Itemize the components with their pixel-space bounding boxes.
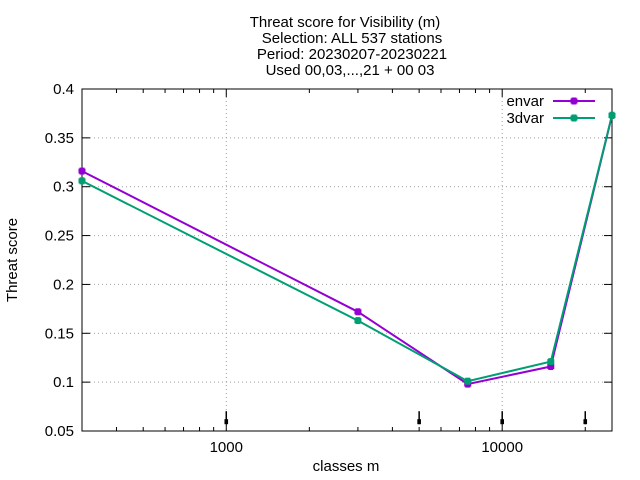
- data-point-3dvar-h: [608, 112, 616, 118]
- y-tick-label: 0.1: [53, 374, 74, 391]
- x-tick-label: 10000: [481, 439, 523, 456]
- series-line-3dvar: [81, 115, 613, 383]
- data-point-envar-h: [78, 168, 86, 174]
- class-marker-dot: [500, 419, 504, 425]
- data-point-envar-h: [547, 364, 555, 370]
- y-tick-label: 0.05: [45, 423, 74, 440]
- data-point-3dvar-h: [354, 318, 362, 324]
- y-tick-label: 0.2: [53, 276, 74, 293]
- y-axis-label: Threat score: [4, 218, 21, 302]
- y-tick-label: 0.3: [53, 179, 74, 196]
- title-line-3: Period: 20230207-20230221: [257, 46, 447, 63]
- class-marker-dot: [417, 419, 421, 425]
- y-tick-label: 0.35: [45, 130, 74, 147]
- class-marker-dot: [583, 419, 588, 425]
- grid: [82, 89, 612, 431]
- data-point-envar-h: [354, 309, 362, 315]
- data-point-3dvar-h: [78, 178, 86, 184]
- y-tick-label: 0.25: [45, 228, 74, 245]
- legend-label-envar: envar: [506, 93, 544, 110]
- series-line-envar: [81, 115, 613, 386]
- chart-title: Threat score for Visibility (m) Selectio…: [250, 14, 447, 79]
- legend-label-3dvar: 3dvar: [506, 110, 544, 127]
- series-layer: [78, 111, 616, 388]
- class-marker-dot: [224, 419, 229, 425]
- legend-marker-3dvar-h: [570, 115, 578, 121]
- y-tick-label: 0.4: [53, 81, 74, 98]
- plot-frame: [81, 88, 613, 432]
- x-tick-label: 1000: [210, 439, 243, 456]
- y-tick-label: 0.15: [45, 325, 74, 342]
- title-line-2: Selection: ALL 537 stations: [262, 30, 442, 47]
- axes: 0.05 0.1 0.15 0.2 0.25 0.3 0.35 0.4 1000 10000: [45, 81, 613, 456]
- data-point-3dvar-h: [547, 359, 555, 365]
- x-axis-label: classes m: [313, 458, 380, 475]
- data-point-3dvar-h: [464, 378, 472, 384]
- title-line-4: Used 00,03,...,21 + 00 03: [266, 62, 435, 79]
- title-line-1: Threat score for Visibility (m): [250, 14, 441, 31]
- legend-marker-envar-h: [570, 98, 578, 104]
